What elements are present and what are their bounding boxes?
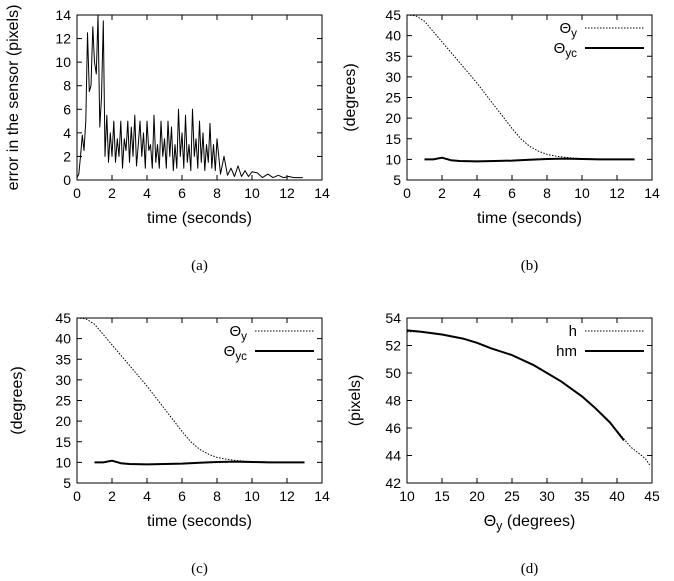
x-tick-label: 4 — [143, 185, 151, 201]
x-tick-label: 6 — [178, 488, 186, 504]
x-tick-label: 2 — [438, 185, 446, 201]
y-tick-label: 10 — [55, 454, 71, 470]
plot-frame — [76, 14, 323, 181]
x-tick-label: 10 — [399, 488, 415, 504]
chart-panel-3: 10 15 20 25 30 35 40 45 42 44 46 48 50 52 54 Θy (degree… — [347, 310, 660, 577]
x-tick-label: 10 — [244, 488, 260, 504]
y-tick-label: 40 — [385, 28, 401, 44]
x-tick-label: 8 — [543, 185, 551, 201]
y-tick-label: 52 — [385, 338, 401, 354]
chart-panel-1: 0 2 4 6 8 10 12 14 5 10 15 20 25 30 35 40 45 time (second… — [342, 7, 660, 274]
y-tick-label: 15 — [385, 131, 401, 147]
x-tick-label: 45 — [644, 488, 660, 504]
y-tick-label: 54 — [385, 310, 401, 326]
y-tick-label: 20 — [385, 110, 401, 126]
y-axis-label: (pixels) — [347, 375, 364, 427]
x-tick-label: 14 — [644, 185, 660, 201]
x-tick-label: 4 — [473, 185, 481, 201]
plot-frame — [406, 14, 653, 181]
x-tick-label: 10 — [244, 185, 260, 201]
y-axis-label: (degrees) — [9, 366, 26, 434]
x-tick-label: 25 — [504, 488, 520, 504]
x-axis-label: time (seconds) — [147, 513, 252, 530]
x-tick-label: 0 — [73, 185, 81, 201]
chart-panel-2: 0 2 4 6 8 10 12 14 5 10 15 20 25 30 35 40 45 time (second… — [9, 310, 330, 577]
y-axis-label: (degrees) — [342, 63, 359, 131]
legend-label: Θy — [559, 20, 577, 40]
x-tick-label: 12 — [279, 488, 295, 504]
x-axis-label: time (seconds) — [477, 210, 582, 227]
y-tick-label: 5 — [63, 475, 71, 491]
y-tick-label: 20 — [55, 413, 71, 429]
x-tick-label: 2 — [108, 185, 116, 201]
x-tick-label: 12 — [609, 185, 625, 201]
y-tick-label: 45 — [55, 310, 71, 326]
series-line-0 — [406, 14, 635, 160]
x-tick-label: 30 — [539, 488, 555, 504]
x-tick-label: 6 — [508, 185, 516, 201]
y-tick-label: 5 — [393, 172, 401, 188]
legend-label: hm — [556, 343, 577, 360]
x-tick-label: 2 — [108, 488, 116, 504]
x-tick-label: 20 — [469, 488, 485, 504]
series-line-1 — [406, 329, 625, 442]
x-tick-label: 14 — [314, 488, 330, 504]
panel-caption: (c) — [191, 561, 208, 577]
y-tick-label: 48 — [385, 393, 401, 409]
panel-caption: (b) — [521, 258, 539, 274]
y-tick-label: 10 — [385, 151, 401, 167]
x-tick-label: 10 — [574, 185, 590, 201]
series-line-0 — [76, 14, 303, 179]
y-tick-label: 8 — [63, 78, 71, 94]
series-line-0 — [407, 331, 651, 466]
y-tick-label: 44 — [385, 448, 401, 464]
x-axis-label: time (seconds) — [147, 210, 252, 227]
y-tick-label: 2 — [63, 148, 71, 164]
series-line-0 — [76, 317, 305, 463]
y-tick-label: 4 — [63, 125, 71, 141]
y-tick-label: 45 — [385, 7, 401, 23]
series-line-1 — [424, 156, 635, 163]
y-axis-label: error in the sensor (pixels) — [5, 5, 22, 191]
y-tick-label: 42 — [385, 475, 401, 491]
legend-label: h — [569, 323, 577, 340]
series-line-1 — [94, 459, 305, 466]
x-tick-label: 12 — [279, 185, 295, 201]
y-tick-label: 30 — [55, 372, 71, 388]
x-tick-label: 14 — [314, 185, 330, 201]
legend-label: Θyc — [554, 40, 578, 60]
y-tick-label: 30 — [385, 69, 401, 85]
plot-frame — [406, 317, 653, 484]
x-tick-label: 40 — [609, 488, 625, 504]
plot-frame — [76, 317, 323, 484]
panel-caption: (d) — [521, 561, 539, 577]
y-tick-label: 46 — [385, 420, 401, 436]
y-tick-label: 40 — [55, 331, 71, 347]
x-tick-label: 0 — [403, 185, 411, 201]
y-tick-label: 35 — [55, 351, 71, 367]
x-tick-label: 15 — [434, 488, 450, 504]
x-tick-label: 4 — [143, 488, 151, 504]
y-tick-label: 6 — [63, 101, 71, 117]
chart-panel-0: 0 2 4 6 8 10 12 14 0 2 4 6 8 10 12 14 time (seconds) erro… — [5, 5, 330, 274]
y-tick-label: 25 — [385, 90, 401, 106]
x-axis-label: Θy (degrees) — [484, 513, 576, 533]
y-tick-label: 10 — [55, 54, 71, 70]
y-tick-label: 14 — [55, 7, 71, 23]
panel-caption: (a) — [191, 258, 208, 274]
legend-label: Θyc — [224, 343, 248, 363]
x-tick-label: 8 — [213, 488, 221, 504]
x-tick-label: 0 — [73, 488, 81, 504]
x-tick-label: 35 — [574, 488, 590, 504]
y-tick-label: 0 — [63, 172, 71, 188]
x-tick-label: 8 — [213, 185, 221, 201]
y-tick-label: 25 — [55, 393, 71, 409]
legend-label: Θy — [229, 323, 247, 343]
y-tick-label: 35 — [385, 48, 401, 64]
y-tick-label: 12 — [55, 31, 71, 47]
y-tick-label: 15 — [55, 434, 71, 450]
x-tick-label: 6 — [178, 185, 186, 201]
y-tick-label: 50 — [385, 365, 401, 381]
